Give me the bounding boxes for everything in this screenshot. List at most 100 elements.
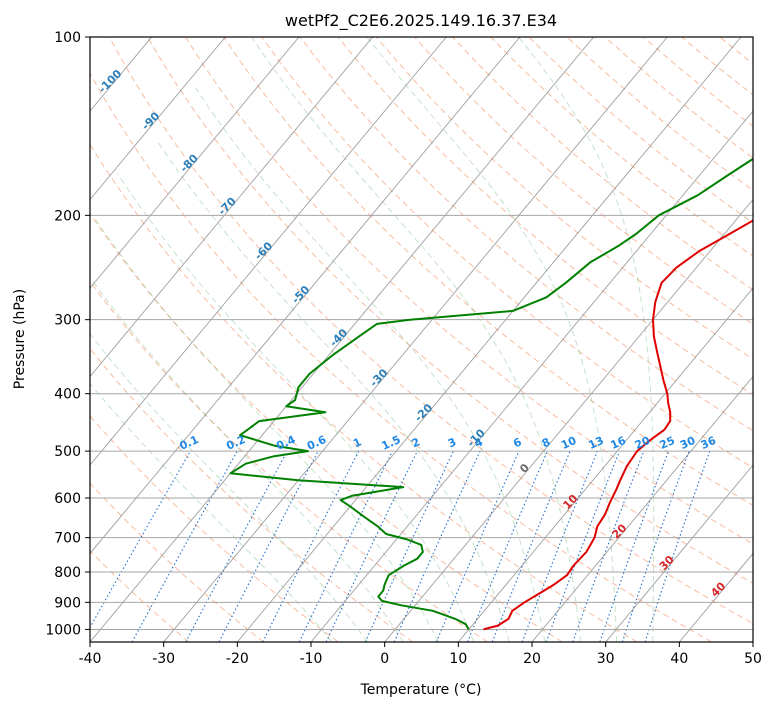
x-tick-label: 30 [597,651,615,667]
axes-layer: -40 -30 -20 -10 0 10 20 30 40 5010020030040050060… [45,30,762,667]
reference-lines-layer [90,37,775,642]
dry-adiabat-line [90,212,563,642]
isotherm-gridline [163,37,668,642]
adiabat-label: 0 [517,461,532,476]
adiabat-label: -80 [178,151,201,174]
y-tick-label: 100 [54,30,81,46]
mixing-ratio-label: 0.1 [178,433,201,453]
dry-adiabat-line [90,143,638,642]
dry-adiabat-line [681,37,753,96]
isotherm-gridline [752,641,753,642]
dry-adiabat-line [90,550,190,642]
mixing-ratio-line [491,450,571,642]
adiabat-label: 10 [560,492,580,512]
isotherm-gridline [90,37,300,289]
mixing-ratio-label: 16 [609,434,629,452]
isotherm-gridline [90,37,226,201]
dry-adiabat-line [90,280,488,642]
dry-adiabat-line [414,37,753,325]
x-tick-label: -20 [226,651,249,667]
moist-adiabat-line [90,276,404,642]
x-axis-label: Temperature (°C) [360,682,482,698]
adiabat-label: -100 [96,67,125,96]
y-tick-label: 900 [54,595,81,611]
isotherm-gridline [457,287,753,642]
dry-adiabat-line [452,37,753,291]
dry-adiabat-line [90,72,712,642]
isotherm-gridline [384,198,753,642]
dry-adiabat-line [566,37,753,191]
isotherm-gridline [531,375,753,642]
adiabat-label: -20 [412,401,435,424]
isotherm-gridline [605,464,753,642]
x-tick-label: -30 [152,651,175,667]
x-tick-label: 0 [380,651,389,667]
mixing-ratio-line [545,450,621,642]
mixing-ratio-line [644,450,711,642]
isotherm-gridline [0,37,4,642]
adiabat-label: 30 [657,553,677,573]
dry-adiabat-line [185,37,753,545]
moist-adiabat-line [192,83,546,642]
moist-adiabat-line [92,215,439,642]
mixing-ratio-label: 30 [678,434,698,452]
isotherm-gridline [90,37,521,555]
dry-adiabat-line [337,37,753,396]
x-tick-label: 40 [670,651,688,667]
isotherm-gridline [90,37,447,466]
isotherm-gridline [678,552,753,642]
y-tick-label: 800 [54,565,81,581]
mixing-ratio-line [131,450,238,642]
dry-adiabat-line [643,37,753,127]
isotherm-gridline [90,37,595,642]
mixing-ratio-line [435,450,520,642]
moist-adiabat-line [518,37,655,642]
mixing-ratio-line [466,450,549,642]
mixing-ratio-label: 1 [351,435,363,450]
x-tick-label: 50 [744,651,762,667]
mixing-ratio-line [599,450,670,642]
moist-adiabat-line [90,382,333,642]
temperature-profile-line [483,219,753,631]
x-tick-label: -40 [79,651,102,667]
chart-title: wetPf2_C2E6.2025.149.16.37.E34 [285,11,557,31]
adiabat-label: -10 [465,426,488,449]
y-tick-label: 200 [54,208,81,224]
plot-frame [89,36,754,643]
moist-adiabat-line [366,37,618,642]
y-tick-label: 600 [54,491,81,507]
adiabat-label: -50 [289,283,312,306]
y-axis-label: Pressure (hPa) [12,289,28,389]
isotherm-gridline [310,110,753,642]
dry-adiabat-line [90,482,264,642]
y-tick-label: 1000 [45,622,81,638]
dry-adiabat-line [90,347,414,642]
dry-adiabat-line [375,37,753,360]
moist-adiabat-line [156,141,510,642]
mixing-ratio-line [521,450,599,642]
mixing-ratio-line [325,450,418,642]
mixing-ratio-line [572,450,645,642]
adiabat-label: -90 [139,109,162,132]
mixing-ratio-line [262,450,360,642]
dry-adiabat-line [90,415,339,642]
y-tick-label: 300 [54,313,81,329]
moist-adiabat-line [251,37,582,642]
mixing-ratio-line [393,450,481,642]
mixing-ratio-label: 1.5 [380,433,403,453]
isotherm-gridline [90,37,374,378]
mixing-ratio-label: 25 [658,434,677,452]
y-tick-label: 500 [54,444,81,460]
dry-adiabat-line [223,37,753,506]
dry-adiabat-line [758,37,775,642]
mixing-ratio-label: 6 [511,435,524,450]
mixing-ratio-line [621,450,690,642]
dry-adiabat-line [528,37,753,224]
grid-layer [0,37,753,642]
data-layer [229,157,753,631]
y-tick-label: 400 [54,387,81,403]
mixing-ratio-line [185,450,288,642]
y-tick-label: 700 [54,531,81,547]
dry-adiabat-line [719,37,753,65]
